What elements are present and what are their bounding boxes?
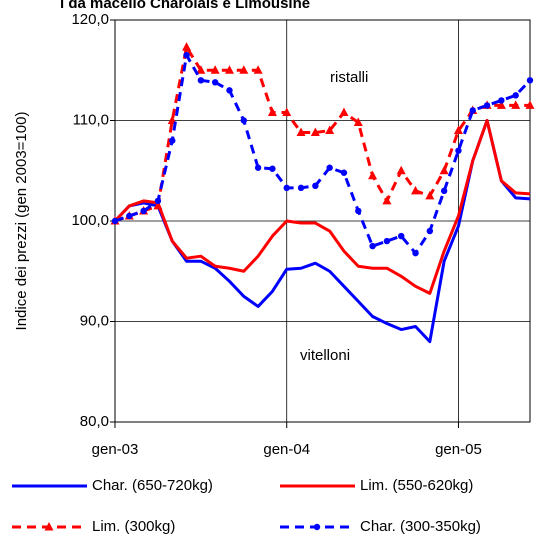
marker [140, 207, 147, 215]
marker [511, 100, 521, 109]
marker [526, 77, 534, 84]
marker [496, 100, 506, 109]
marker [313, 523, 321, 531]
marker [383, 237, 391, 245]
marker [340, 169, 348, 176]
marker [153, 200, 163, 210]
marker [253, 65, 263, 74]
marker [368, 170, 378, 180]
marker [239, 65, 249, 74]
marker [398, 232, 405, 240]
marker [469, 107, 476, 114]
marker [512, 92, 519, 99]
marker [211, 79, 219, 86]
marker [325, 125, 335, 135]
marker [282, 107, 292, 116]
marker [369, 242, 376, 250]
marker [396, 165, 406, 175]
y-axis-label: Indice dei prezzi (gen 2003=100) [13, 112, 30, 331]
marker [283, 184, 290, 192]
marker [297, 184, 305, 192]
marker [525, 100, 535, 109]
marker [453, 125, 463, 135]
marker [183, 51, 190, 59]
marker [154, 197, 162, 205]
marker [197, 77, 205, 84]
marker [310, 127, 320, 137]
y-tick-label: 110,0 [73, 111, 109, 128]
marker [210, 65, 220, 74]
chart-title: i da macello Charolais e Limousine [60, 0, 310, 12]
legend-label: Lim. (550-620kg) [360, 477, 473, 494]
marker [224, 65, 234, 74]
annotation: ristalli [330, 69, 368, 86]
marker [182, 42, 192, 51]
marker [196, 65, 206, 74]
marker [267, 107, 277, 116]
legend-label: Char. (300-350kg) [360, 518, 481, 535]
marker [296, 127, 306, 137]
marker [240, 117, 247, 124]
annotation: vitelloni [300, 347, 350, 364]
line [113, 119, 531, 344]
marker [411, 185, 421, 195]
x-tick-label: gen-04 [263, 441, 310, 458]
marker [498, 97, 505, 104]
marker [382, 195, 392, 205]
marker [439, 165, 449, 175]
marker [353, 117, 363, 127]
marker [483, 102, 491, 109]
marker [425, 190, 435, 200]
marker [226, 87, 233, 94]
marker [312, 182, 319, 190]
legend-label: Lim. (300kg) [92, 518, 175, 535]
marker [269, 165, 276, 172]
marker [455, 147, 462, 154]
legend-label: Char. (650-720kg) [92, 477, 213, 494]
marker [44, 522, 54, 531]
x-tick-label: gen-05 [435, 441, 482, 458]
y-tick-label: 80,0 [80, 413, 109, 430]
marker [440, 187, 448, 195]
marker [426, 227, 434, 235]
x-tick-label: gen-03 [92, 441, 139, 458]
marker [412, 249, 419, 257]
line [114, 45, 530, 223]
marker [111, 217, 119, 225]
marker [126, 212, 133, 220]
y-tick-label: 90,0 [80, 312, 109, 329]
line [113, 119, 531, 295]
marker [339, 107, 349, 116]
y-tick-label: 120,0 [71, 11, 109, 28]
y-tick-label: 100,0 [71, 212, 109, 229]
marker [326, 164, 333, 171]
marker [355, 207, 362, 215]
marker [169, 137, 176, 144]
marker [254, 164, 262, 171]
line [114, 53, 532, 255]
